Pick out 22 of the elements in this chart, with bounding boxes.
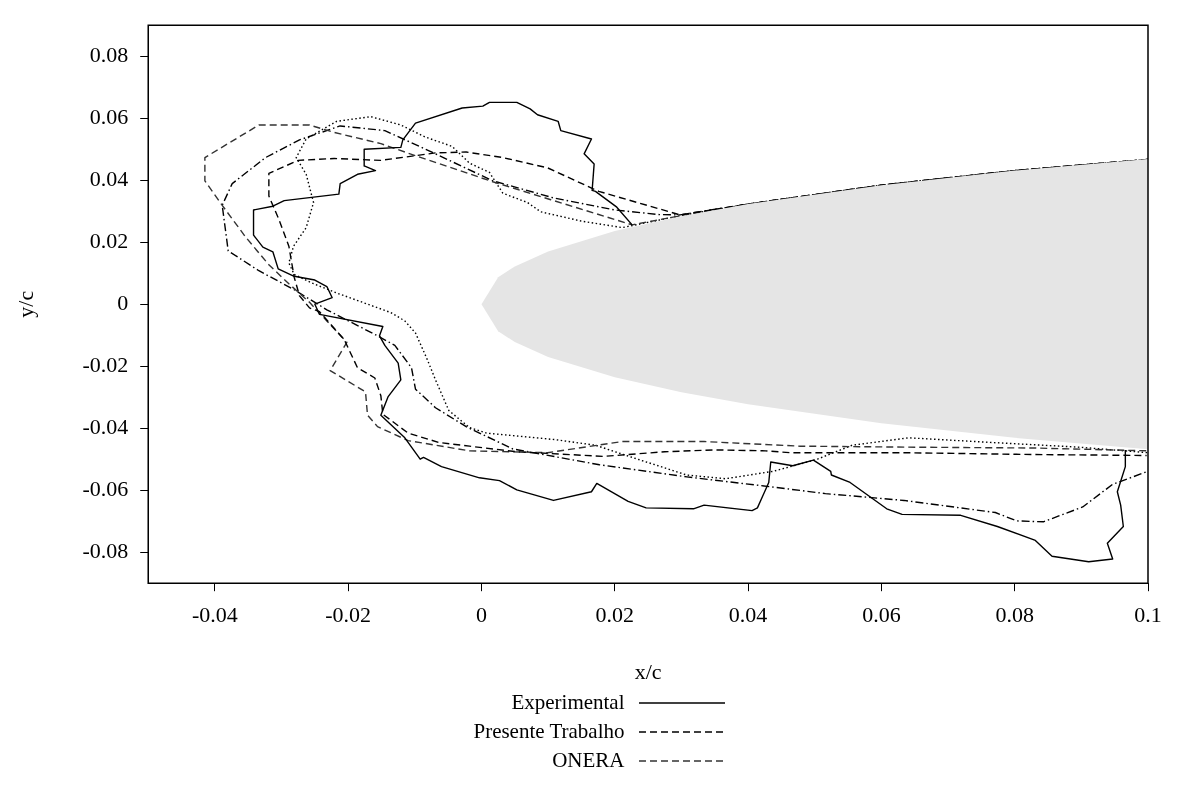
y-axis-title: y/c <box>12 290 38 318</box>
x-tick-label: 0.1 <box>1134 602 1162 628</box>
x-tick-label: 0.04 <box>728 602 768 628</box>
x-tick-label: 0.02 <box>595 602 635 628</box>
x-tick-label: -0.04 <box>191 602 238 628</box>
legend-label: ONERA <box>552 748 625 773</box>
y-tick-label: 0.04 <box>89 165 129 191</box>
y-tick-label: 0.02 <box>89 227 129 253</box>
legend-label: Experimental <box>511 690 625 715</box>
y-tick-label: -0.06 <box>82 475 129 501</box>
x-tick-label: 0.08 <box>995 602 1034 628</box>
y-tick-label: -0.04 <box>82 413 129 439</box>
y-tick-label: 0.08 <box>89 41 129 67</box>
legend-label: Presente Trabalho <box>473 719 625 744</box>
x-tick-label: -0.02 <box>325 602 372 628</box>
x-tick-label: 0.06 <box>862 602 901 628</box>
x-axis-title: x/c <box>634 658 662 684</box>
x-tick-label: 0 <box>475 602 487 628</box>
y-tick-label: -0.02 <box>82 351 129 377</box>
y-tick-label: 0.06 <box>89 103 129 129</box>
y-tick-label: 0 <box>117 289 129 315</box>
y-tick-label: -0.08 <box>82 537 129 563</box>
